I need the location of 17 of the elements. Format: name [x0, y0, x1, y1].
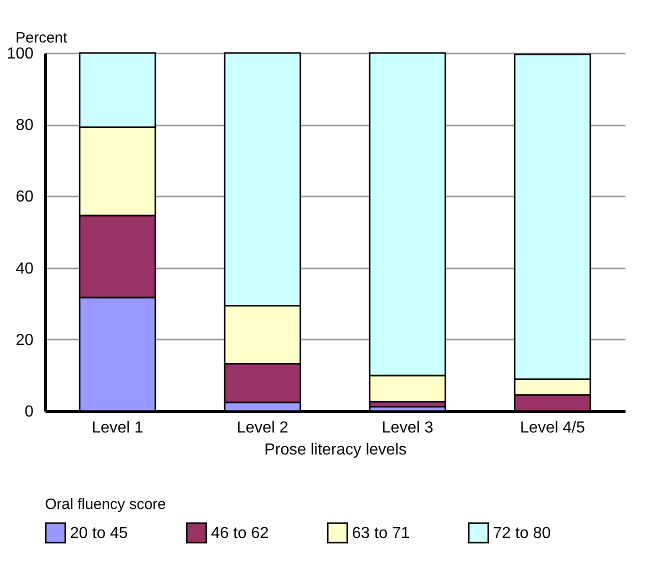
legend-title: Oral fluency score — [45, 496, 166, 513]
x-tick-label: Level 4/5 — [520, 420, 586, 436]
y-tick-label: 100 — [6, 46, 34, 62]
x-axis-title: Prose literacy levels — [264, 442, 407, 458]
legend-label: 63 to 71 — [352, 524, 410, 542]
y-tick-label: 40 — [16, 260, 34, 278]
legend-label: 72 to 80 — [493, 524, 551, 542]
x-tick-label: Level 3 — [382, 420, 434, 436]
legend-label: 20 to 45 — [70, 524, 128, 542]
y-tick-label: 60 — [16, 188, 34, 206]
x-tick-label: Level 1 — [92, 420, 144, 436]
legend-label: 46 to 62 — [211, 524, 269, 542]
y-axis-title: Percent — [16, 30, 68, 46]
x-tick-label: Level 2 — [236, 420, 288, 436]
y-tick-label: 80 — [16, 117, 34, 134]
y-tick-label: 20 — [16, 332, 34, 349]
y-tick-label: 0 — [24, 404, 34, 420]
